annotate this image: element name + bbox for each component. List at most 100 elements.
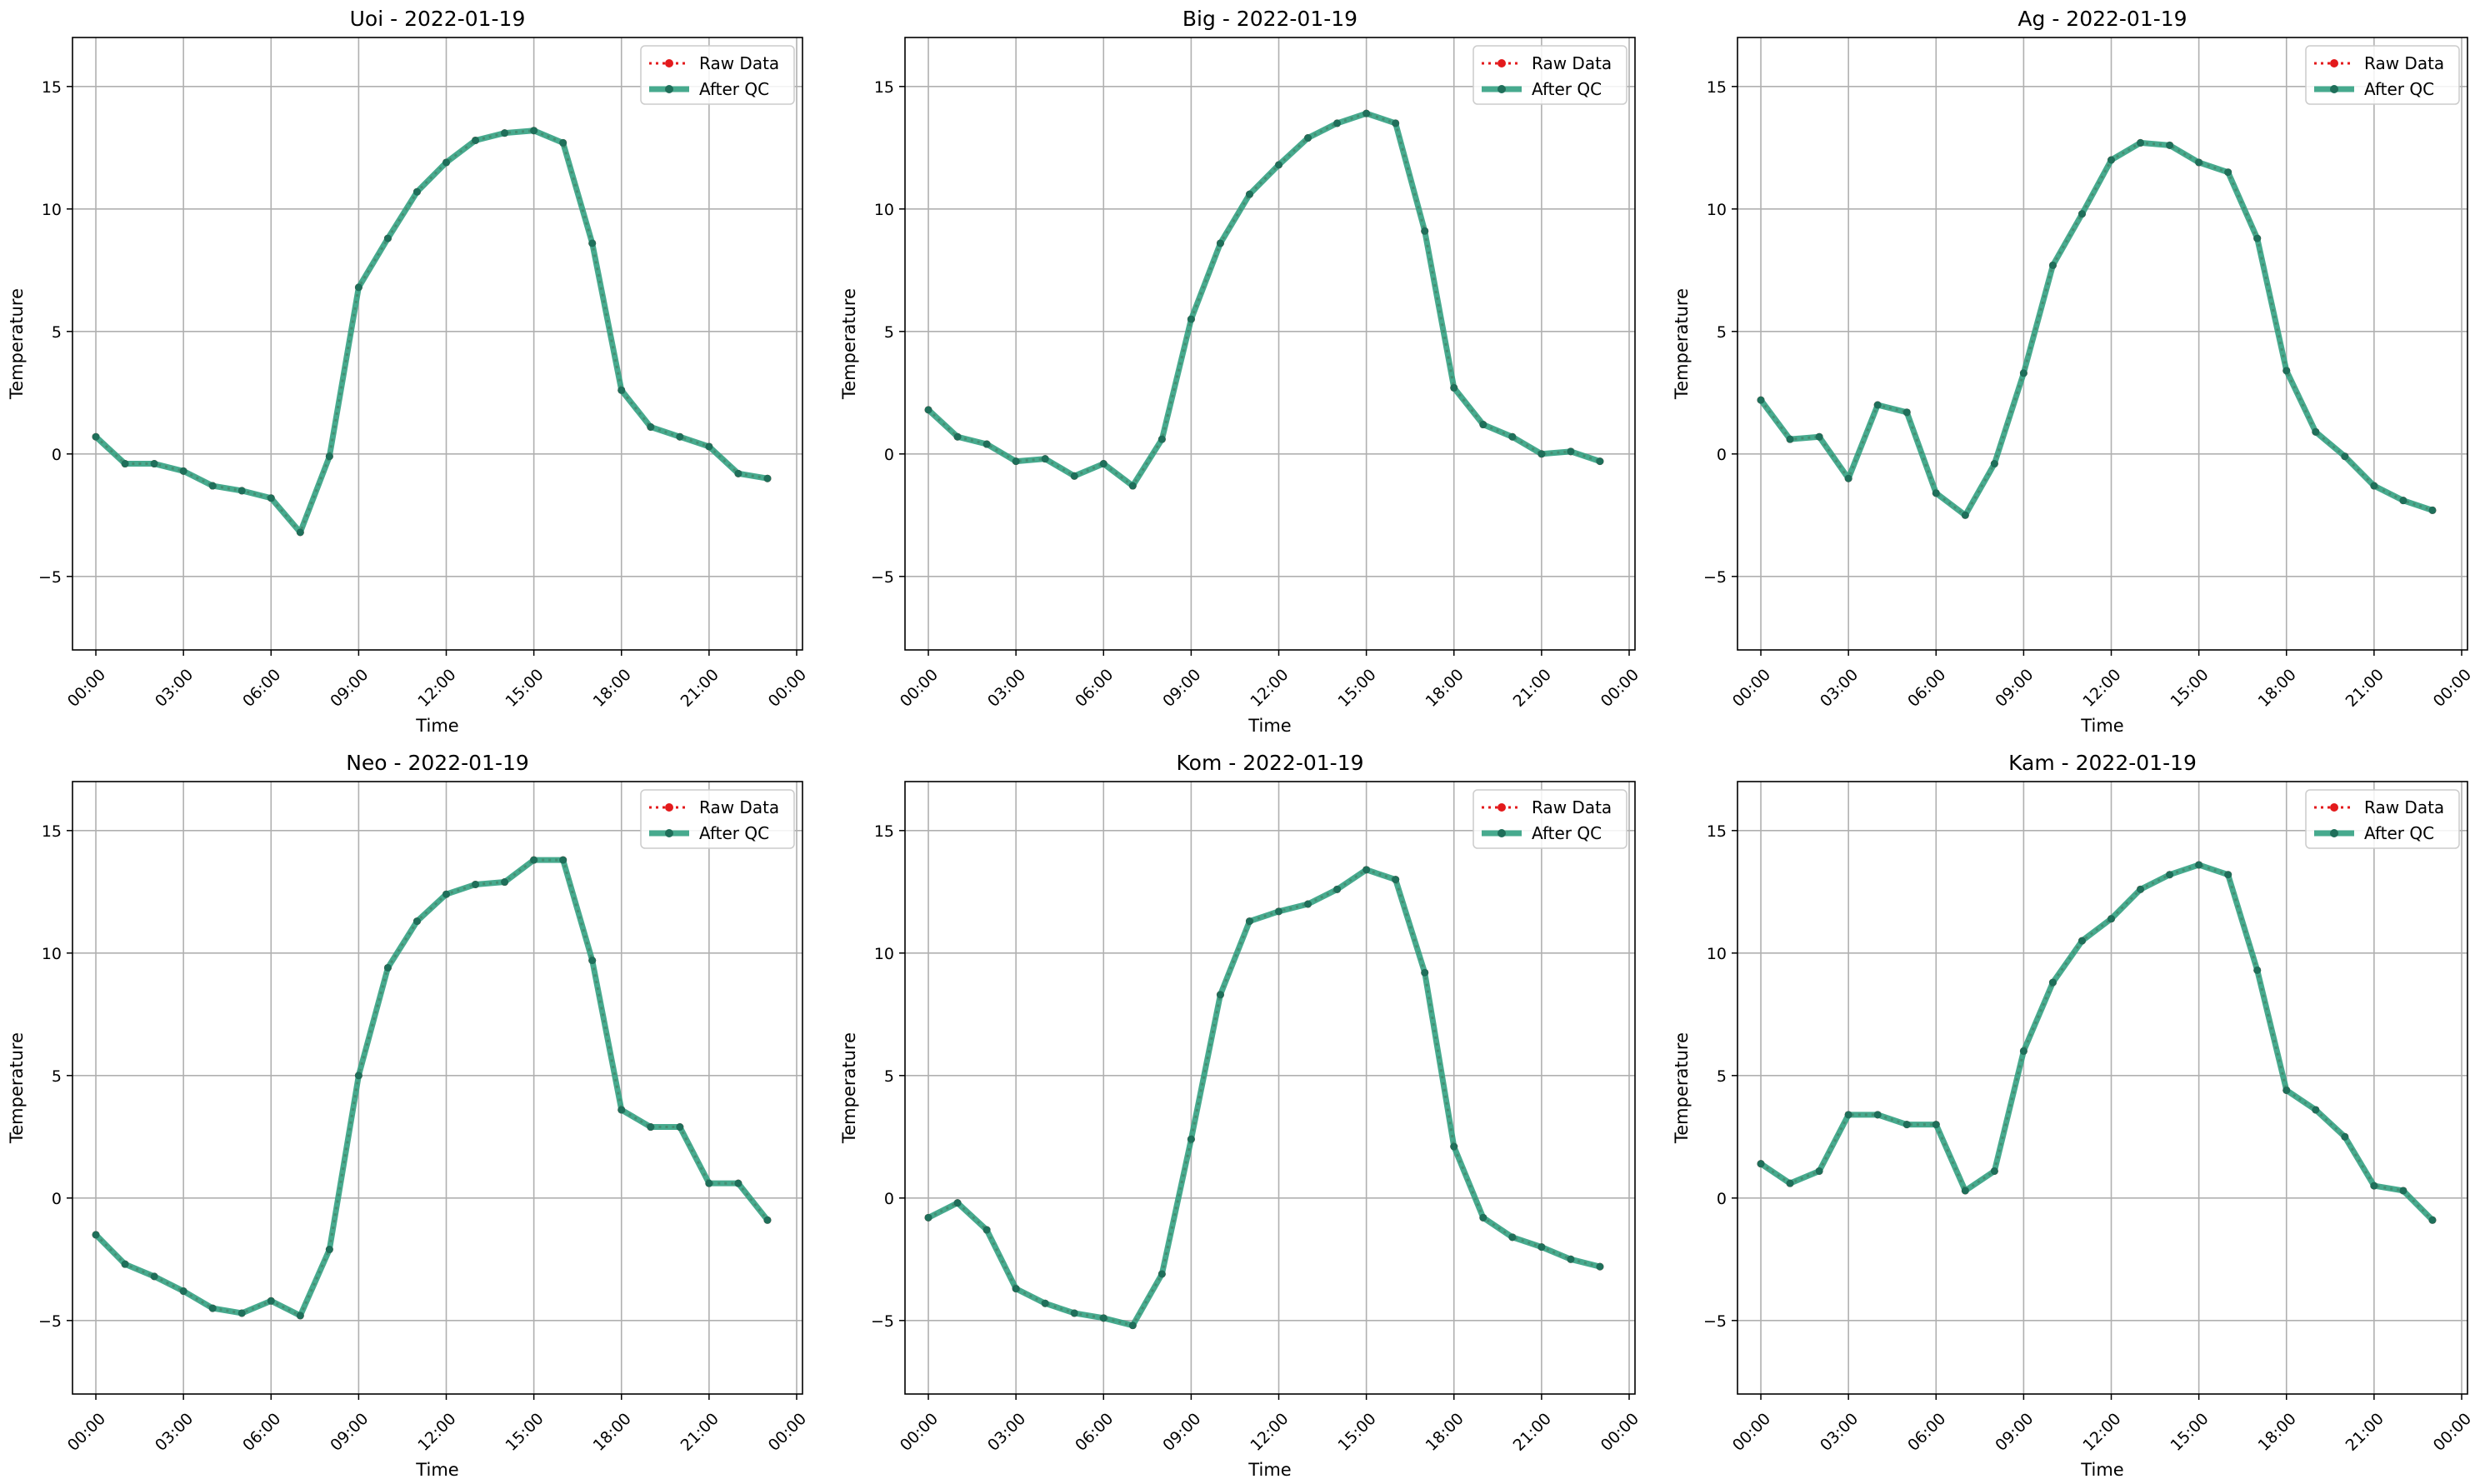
qc-point <box>92 432 100 441</box>
qc-point <box>1421 968 1429 977</box>
qc-point <box>559 856 568 864</box>
qc-point <box>647 1123 655 1132</box>
qc-point <box>2282 367 2291 375</box>
qc-point <box>530 127 538 135</box>
x-axis-label: Time <box>1248 1460 1291 1480</box>
qc-point <box>1508 432 1517 441</box>
qc-point <box>1128 482 1137 490</box>
qc-point <box>1216 991 1224 999</box>
qc-point <box>296 528 304 537</box>
qc-point <box>1873 1111 1882 1119</box>
qc-point <box>2428 1216 2437 1224</box>
qc-point <box>1961 1187 1969 1195</box>
qc-point <box>150 1272 158 1281</box>
legend-qc-marker <box>665 85 673 93</box>
y-tick-label: 0 <box>884 1190 894 1208</box>
qc-point <box>1757 1160 1765 1168</box>
qc-point <box>325 452 333 461</box>
x-axis-label: Time <box>2080 1460 2123 1480</box>
y-tick-label: 15 <box>1707 822 1727 841</box>
qc-point <box>412 187 421 196</box>
axes-frame <box>72 37 803 651</box>
qc-point <box>953 1199 962 1207</box>
qc-point <box>1275 907 1283 916</box>
qc-point <box>1815 1167 1823 1175</box>
qc-point <box>412 917 421 926</box>
qc-point <box>618 1106 626 1114</box>
qc-point <box>676 432 684 441</box>
x-tick-label: 00:00 <box>2430 1410 2475 1455</box>
axes-frame <box>72 781 803 1395</box>
y-tick-label: 15 <box>1707 78 1727 97</box>
x-tick-label: 00:00 <box>1598 666 1642 711</box>
qc-point <box>924 1213 932 1222</box>
x-tick-label: 12:00 <box>2079 666 2124 711</box>
qc-point <box>1479 1213 1488 1222</box>
qc-point <box>296 1312 304 1320</box>
qc-point <box>1902 1121 1911 1129</box>
qc-point <box>238 1309 246 1317</box>
x-tick-label: 06:00 <box>1072 1410 1117 1455</box>
x-tick-label: 18:00 <box>590 666 635 711</box>
legend-qc-marker <box>1498 829 1506 837</box>
qc-point <box>1275 161 1283 169</box>
qc-point <box>1567 1255 1575 1263</box>
legend-raw-marker <box>1498 803 1506 812</box>
qc-point <box>982 1226 991 1234</box>
legend: Raw Data After QC <box>2305 789 2460 849</box>
x-tick-label: 12:00 <box>414 666 459 711</box>
qc-point <box>2370 1182 2378 1190</box>
axes-frame <box>904 37 1636 651</box>
qc-point <box>1158 1270 1166 1278</box>
qc-point <box>982 440 991 448</box>
x-tick-label: 00:00 <box>765 666 810 711</box>
y-tick-label: 10 <box>874 945 894 963</box>
y-tick-label: 5 <box>1717 323 1727 342</box>
y-axis-label: Temperature <box>7 1032 27 1144</box>
x-tick-label: 00:00 <box>64 666 109 711</box>
qc-point <box>1362 109 1371 117</box>
qc-point <box>1538 450 1546 458</box>
qc-point <box>1757 396 1765 404</box>
qc-point <box>647 422 655 431</box>
x-tick-label: 06:00 <box>1072 666 1117 711</box>
legend-qc-label: After QC <box>699 79 769 99</box>
x-tick-label: 18:00 <box>2255 666 2300 711</box>
qc-point <box>92 1231 100 1239</box>
y-axis-label: Temperature <box>839 1032 859 1144</box>
y-tick-label: 15 <box>874 822 894 841</box>
qc-point <box>2224 168 2232 177</box>
legend-raw-label: Raw Data <box>2364 53 2444 73</box>
qc-point <box>1070 1309 1078 1317</box>
qc-point <box>1596 1262 1604 1271</box>
x-tick-label: 18:00 <box>1422 1410 1468 1455</box>
x-tick-label: 03:00 <box>1817 666 1862 711</box>
qc-point <box>1786 1179 1794 1187</box>
legend-raw-marker <box>2330 803 2338 812</box>
qc-point <box>1815 432 1823 441</box>
qc-point <box>588 239 597 247</box>
qc-point <box>150 460 158 468</box>
panel-6: −5 0 5 10 15 00:00 03:00 06:00 09:00 12:00 15:00 18… <box>1672 751 2475 1480</box>
legend: Raw Data After QC <box>1472 45 1628 105</box>
legend-qc-label: After QC <box>2364 79 2434 99</box>
qc-point <box>2399 1187 2408 1195</box>
chart-title: Uoi - 2022-01-19 <box>350 7 526 31</box>
qc-point <box>179 467 188 475</box>
legend: Raw Data After QC <box>640 789 795 849</box>
qc-point <box>2253 234 2262 242</box>
x-tick-label: 15:00 <box>1334 1410 1379 1455</box>
qc-point <box>734 469 742 477</box>
legend-qc-marker <box>1498 85 1506 93</box>
y-tick-label: 0 <box>884 446 894 464</box>
qc-point <box>1932 489 1940 497</box>
x-tick-label: 21:00 <box>2342 666 2388 711</box>
y-tick-label: −5 <box>871 1312 894 1331</box>
y-tick-label: 15 <box>874 78 894 97</box>
series-raw-line <box>94 858 769 1317</box>
x-tick-label: 03:00 <box>1817 1410 1862 1455</box>
legend: Raw Data After QC <box>2305 45 2460 105</box>
qc-point <box>705 442 713 451</box>
x-tick-label: 03:00 <box>152 1410 197 1455</box>
qc-point <box>559 138 568 147</box>
